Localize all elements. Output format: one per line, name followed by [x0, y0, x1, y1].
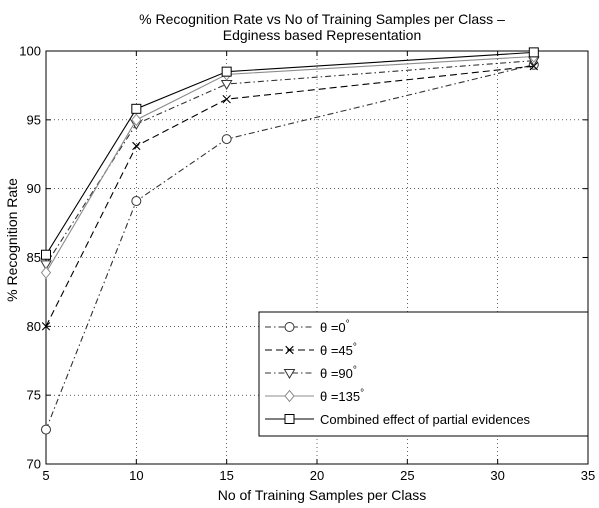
x-tick-label: 5 [42, 468, 49, 483]
data-point-square [528, 47, 539, 58]
y-tick-label: 70 [27, 457, 41, 472]
y-tick-label: 90 [27, 181, 41, 196]
series-5 [41, 47, 539, 260]
data-point-circle [131, 196, 142, 207]
y-tick-label: 75 [27, 388, 41, 403]
legend-label: θ =90° [320, 365, 357, 381]
legend-label-text: Combined effect of partial evidences [320, 412, 531, 427]
legend-label-text: θ =90 [320, 366, 353, 381]
legend-label: Combined effect of partial evidences [320, 412, 531, 427]
data-point-square [41, 249, 51, 260]
legend-label: θ =45° [320, 342, 357, 358]
legend-label: θ =0° [320, 319, 350, 335]
data-point-circle [41, 424, 51, 435]
legend-marker-diamond [284, 389, 295, 403]
x-tick-label: 30 [490, 468, 504, 483]
data-point-square [131, 103, 142, 114]
legend-label: θ =135° [320, 388, 364, 404]
legend-label-text: θ =135 [320, 389, 360, 404]
legend-box [258, 311, 589, 437]
legend-marker-x [285, 345, 294, 355]
data-point-diamond [40, 266, 52, 279]
data-point-x [132, 141, 141, 151]
legend-label-degree: ° [353, 365, 357, 376]
series-line [45, 65, 534, 327]
x-tick-label: 25 [400, 468, 414, 483]
legend-label-degree: ° [353, 342, 357, 353]
y-tick-label: 80 [27, 319, 41, 334]
chart-subtitle: Edginess based Representation [223, 27, 421, 43]
data-point-x [222, 94, 231, 104]
data-point-circle [221, 134, 232, 145]
legend-label-text: θ =45 [320, 343, 353, 358]
y-axis-label: % Recognition Rate [4, 178, 20, 302]
x-tick-label: 20 [310, 468, 324, 483]
y-tick-label: 100 [19, 44, 41, 59]
x-axis-label: No of Training Samples per Class [218, 487, 427, 503]
data-point-x [41, 322, 51, 331]
data-point-diamond [131, 113, 142, 127]
y-tick-label: 95 [27, 112, 41, 127]
x-tick-label: 10 [129, 468, 143, 483]
chart-title: % Recognition Rate vs No of Training Sam… [139, 11, 505, 27]
legend-label-degree: ° [346, 319, 350, 330]
legend-label-text: θ =0 [320, 320, 346, 335]
axis-ticks: 5 10 15 20 25 30 35 70 75 80 85 90 95 100 [19, 44, 595, 484]
series-line [45, 60, 534, 265]
series-line [45, 64, 534, 430]
data-point-square [221, 66, 232, 77]
series-group [40, 47, 540, 435]
x-tick-label: 15 [219, 468, 233, 483]
series-line [45, 51, 534, 256]
legend-label-degree: ° [360, 388, 364, 399]
y-tick-label: 85 [27, 250, 41, 265]
legend-marker-triangle-down [283, 369, 296, 379]
legend: θ =0°θ =45°θ =90°θ =135°Combined effect … [258, 311, 589, 437]
data-point-triangle-down [40, 260, 52, 271]
x-tick-label: 35 [581, 468, 595, 483]
legend-marker-circle [284, 322, 295, 332]
series-line [45, 55, 534, 273]
legend-marker-square [284, 414, 295, 424]
